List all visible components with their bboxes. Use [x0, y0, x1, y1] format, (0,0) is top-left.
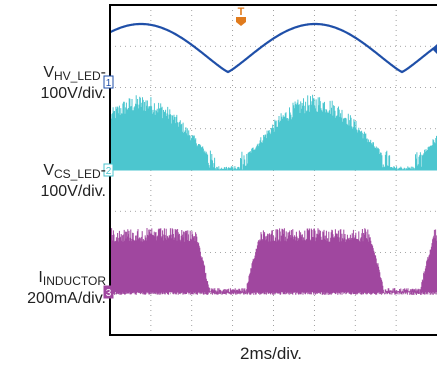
channel-markers: 1 2 3 T [103, 6, 437, 299]
ch3-trace [110, 228, 437, 295]
ch2-label: VCS_LED- 100V/div. [40, 162, 106, 200]
x-axis-label: 2ms/div. [240, 344, 303, 363]
trigger-marker: T [236, 6, 246, 26]
ch1-scale: 100V/div. [40, 85, 106, 102]
ch2-scale: 100V/div. [40, 183, 106, 200]
ch3-name: IINDUCTOR [38, 269, 106, 288]
ch3-label: IINDUCTOR 200mA/div. [2, 269, 106, 308]
ch3-marker: 3 [103, 285, 114, 299]
ch1-name: VHV_LED [43, 64, 101, 83]
ch2-name: VCS_LED [43, 162, 101, 181]
svg-text:3: 3 [106, 288, 112, 299]
ch1-offset-arrow [432, 44, 437, 54]
ch2-marker: 2 [103, 163, 114, 177]
traces [109, 22, 437, 295]
ch1-trace [109, 22, 437, 74]
ch1-label: VHV_LED- 100V/div. [40, 64, 106, 102]
ch2-trace [110, 94, 437, 171]
svg-text:1: 1 [106, 78, 112, 89]
svg-text:T: T [238, 6, 245, 18]
svg-text:2: 2 [106, 166, 112, 177]
ch3-scale: 200mA/div. [27, 290, 106, 307]
ch1-marker: 1 [103, 75, 114, 89]
